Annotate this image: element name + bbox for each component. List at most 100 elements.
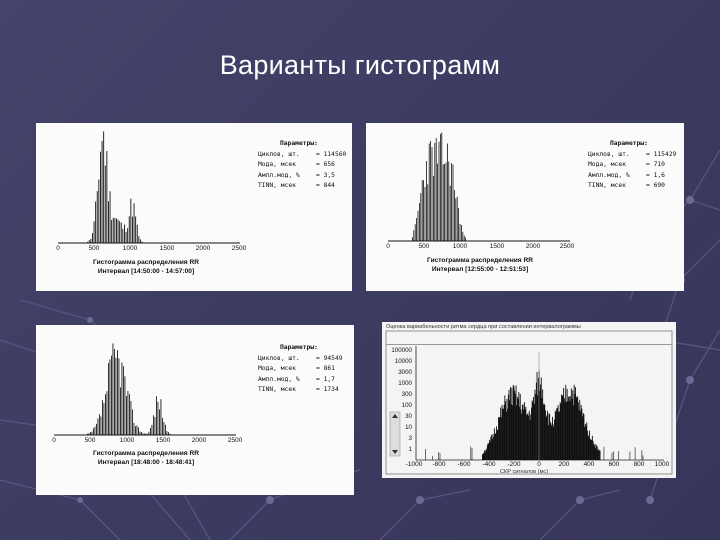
histogram-bar — [102, 400, 103, 435]
histogram-bar — [88, 433, 90, 435]
tick-label: 3000 — [398, 369, 412, 376]
histogram-area-bar — [506, 399, 508, 460]
x-ticks-2: 0 500 1000 1500 2000 2500 — [366, 243, 684, 253]
histogram-area-bar — [548, 413, 550, 460]
histogram-bar — [136, 224, 138, 243]
histogram-area-bar — [564, 401, 566, 460]
histogram-bar — [99, 414, 100, 435]
histogram-2 — [388, 132, 570, 242]
histogram-bar — [128, 216, 130, 243]
histogram-area-bar — [577, 402, 579, 460]
histogram-bar — [448, 161, 450, 241]
histogram-bar — [116, 218, 117, 243]
histogram-area-bar — [565, 384, 567, 460]
histogram-area-bar — [557, 405, 559, 460]
histogram-area-bar — [545, 416, 547, 460]
param-value: = 114560 — [316, 150, 347, 158]
histogram-area-bar — [493, 428, 495, 460]
histogram-area-bar — [568, 396, 570, 460]
histogram-area-bar — [556, 408, 558, 460]
histogram-area-bar — [514, 390, 516, 460]
histogram-area-bar — [587, 435, 589, 460]
histogram-area-bar — [524, 402, 525, 460]
tick-label: 400 — [583, 461, 595, 468]
param-value: = 1,7 — [316, 375, 335, 383]
histogram-bar — [458, 207, 459, 241]
histogram-area-bar — [519, 393, 521, 460]
histogram-area-bar — [566, 402, 567, 460]
histogram-bar — [435, 137, 437, 241]
histogram-bar — [414, 224, 416, 241]
histogram-area-bar — [559, 402, 561, 460]
histogram-bar — [454, 190, 455, 241]
histogram-area-bar — [542, 389, 544, 460]
params-block-1: Параметры: Циклов, шт. = 114560 Мода, мсе… — [258, 139, 346, 192]
histogram-bar — [119, 221, 121, 243]
histogram-bar — [162, 417, 163, 435]
histogram-area-bar — [541, 398, 543, 460]
histogram-area-bar — [535, 393, 537, 460]
param-label: Циклов, шт. — [258, 150, 300, 158]
histogram-bar — [150, 428, 151, 435]
histogram-bar — [124, 224, 125, 243]
histogram-bar — [130, 198, 132, 243]
histogram-bar — [417, 210, 419, 241]
histogram-bar — [456, 196, 458, 241]
histogram-caption-3: Гистограмма распределения RR Интервал [1… — [76, 449, 216, 467]
histogram-3-bars — [87, 343, 171, 435]
histogram-bar — [441, 132, 443, 241]
histogram-area-bar — [525, 406, 527, 460]
histogram-area-bar — [543, 403, 545, 460]
histogram-bar — [459, 223, 461, 241]
histogram-area-bar — [497, 429, 499, 460]
histogram-area-bar — [563, 387, 565, 460]
histogram-area-bar — [495, 433, 497, 460]
histogram-area-bar — [531, 400, 533, 460]
histogram-area-bar — [489, 439, 490, 460]
histogram-bar — [101, 141, 103, 243]
histogram-sparse-bar — [603, 446, 605, 460]
histogram-area-bar — [500, 407, 502, 460]
histogram-panel-3: Параметры: Циклов, шт. = 94549 Мода, мсек… — [36, 325, 354, 495]
histogram-bar — [440, 133, 441, 241]
histogram-area-bar — [569, 400, 571, 460]
histogram-bar — [120, 387, 121, 435]
histogram-bar — [105, 394, 106, 435]
tick-label: 1500 — [159, 245, 175, 252]
histogram-bar — [103, 131, 105, 243]
histogram-bar — [127, 390, 129, 435]
histogram-sparse-bar — [438, 452, 439, 460]
histogram-4 — [385, 330, 673, 475]
histogram-bar — [90, 432, 91, 435]
histogram-bar — [124, 376, 126, 435]
param-value: = 861 — [316, 365, 335, 372]
histogram-area-bar — [586, 422, 588, 460]
histogram-area-bar — [571, 398, 573, 460]
histogram-area-bar — [488, 443, 490, 460]
histogram-area-bar — [588, 436, 590, 460]
histogram-bar — [452, 164, 454, 241]
param-value: = 115429 — [646, 150, 677, 158]
tick-label: 1000 — [452, 243, 468, 250]
histogram-area-bar — [560, 403, 562, 460]
histogram-sparse-bar — [641, 450, 643, 460]
histogram-bar — [109, 191, 111, 243]
tick-label: 100000 — [391, 347, 412, 354]
histogram-area-bar — [555, 411, 557, 460]
histogram-area-bar — [573, 405, 574, 460]
histogram-bar — [169, 433, 171, 435]
histogram-bar — [122, 228, 124, 243]
histogram-1-bars — [87, 131, 143, 243]
tick-label: 2000 — [525, 243, 541, 250]
histogram-area-bar — [485, 449, 487, 460]
histogram-area-bar — [580, 411, 581, 460]
panel4-xlabel: СКР сигналов (мс) — [500, 469, 549, 475]
histogram-bar — [100, 151, 101, 243]
histogram-area-bar — [566, 388, 568, 460]
histogram-bar — [92, 233, 93, 243]
histogram-area-bar — [490, 436, 492, 460]
histogram-panel-1: Параметры: Циклов, шт. = 114560 Мода, мсе… — [36, 123, 352, 291]
tick-label: 100 — [401, 402, 412, 409]
histogram-area-bar — [487, 443, 489, 460]
histogram-sparse-bar — [471, 448, 473, 460]
